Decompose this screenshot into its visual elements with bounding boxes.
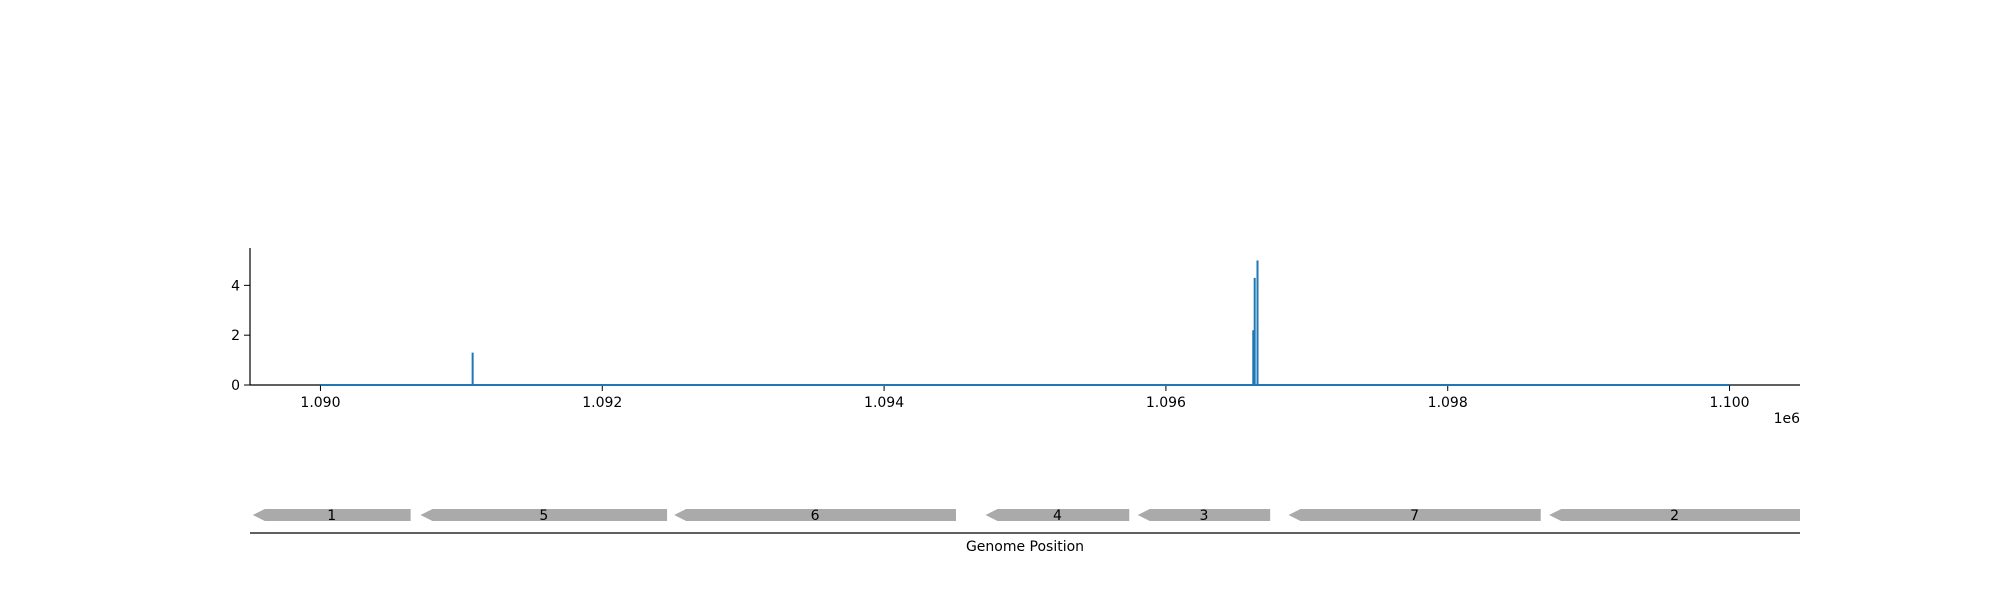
gene-arrow [985,509,1130,521]
x-axis-label: Genome Position [966,539,1084,555]
gene-label: 4 [1053,508,1062,524]
coverage-plot: 0 2 4 1.090 1.092 1.094 1.096 1.098 1.100 1e6 [231,248,1800,427]
y-tick-label: 2 [231,328,240,344]
x-tick-label: 1.100 [1709,395,1749,411]
x-tick-label: 1.094 [864,395,904,411]
gene-track: 1 5 6 4 3 7 2 Genome Position [250,508,1800,555]
gene-arrow [252,509,411,521]
y-tick-label: 4 [231,278,240,294]
gene-label: 2 [1670,508,1679,524]
gene-label: 6 [811,508,820,524]
x-tick-label: 1.090 [300,395,340,411]
gene-arrow [1137,509,1271,521]
gene-arrow [1288,509,1541,521]
gene-label: 5 [539,508,548,524]
gene-arrow [674,509,956,521]
gene-arrow [1549,509,1800,521]
gene-label: 1 [327,508,336,524]
y-tick-label: 0 [231,378,240,394]
x-tick-label: 1.098 [1428,395,1468,411]
x-tick-label: 1.092 [582,395,622,411]
gene-arrow [420,509,668,521]
x-tick-label: 1.096 [1146,395,1186,411]
gene-label: 7 [1410,508,1419,524]
x-offset-label: 1e6 [1774,411,1801,427]
gene-label: 3 [1199,508,1208,524]
